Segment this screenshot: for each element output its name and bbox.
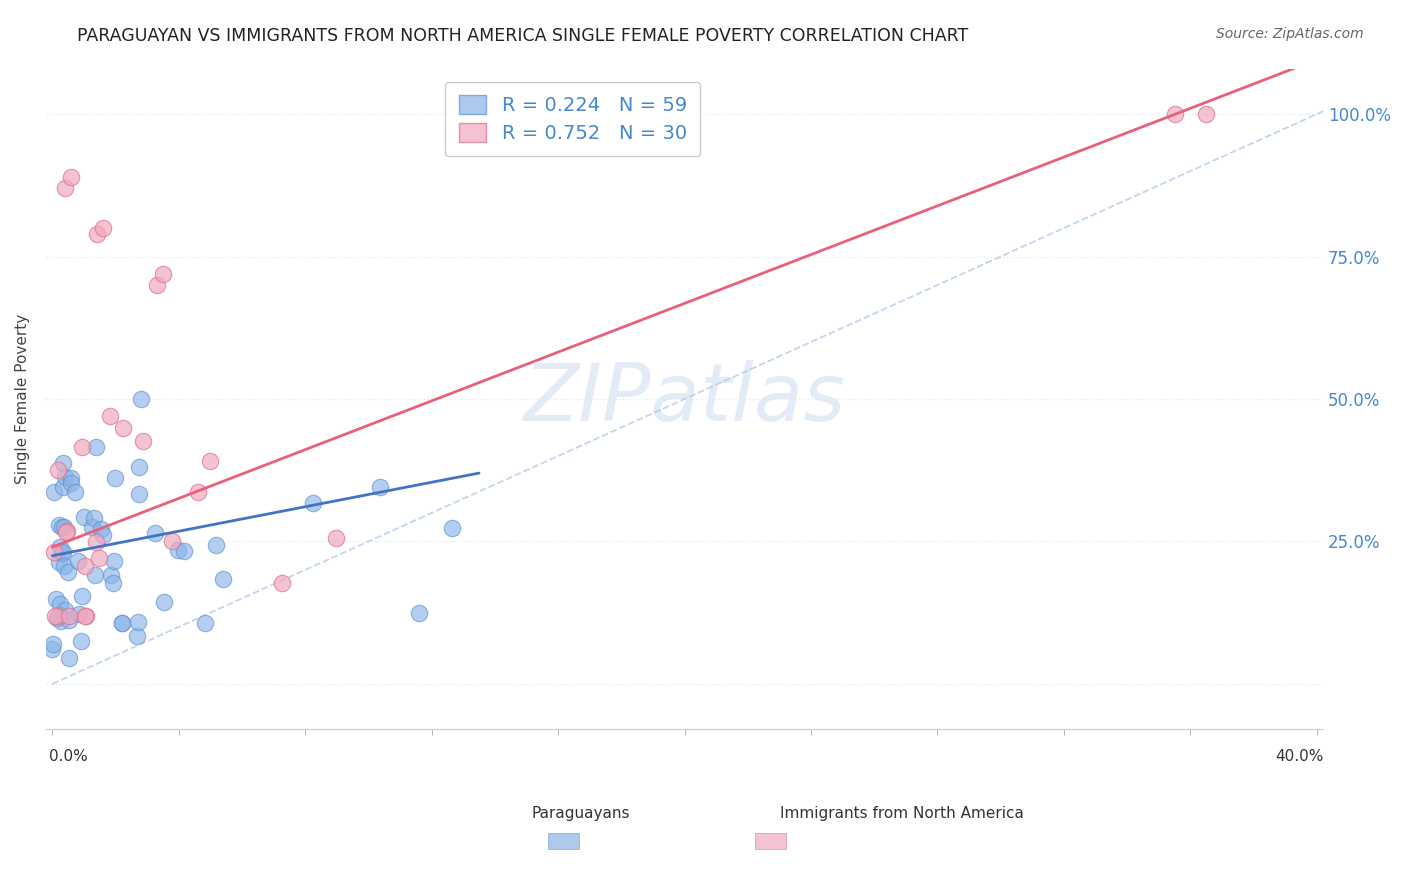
Point — [60, 476, 83, 491]
Point — [51, 520, 73, 534]
Text: 0.0%: 0.0% — [49, 749, 89, 764]
Point — [204, 538, 226, 552]
Point — [271, 575, 294, 590]
Point — [45, 611, 67, 625]
Point — [167, 543, 190, 558]
Text: PARAGUAYAN VS IMMIGRANTS FROM NORTH AMERICA SINGLE FEMALE POVERTY CORRELATION CH: PARAGUAYAN VS IMMIGRANTS FROM NORTH AMER… — [77, 27, 969, 45]
Point — [75, 608, 97, 623]
Point — [73, 510, 96, 524]
Point — [48, 555, 70, 569]
Point — [132, 434, 155, 448]
Point — [1163, 107, 1185, 121]
Point — [70, 634, 93, 648]
Point — [49, 607, 72, 622]
Point — [48, 597, 70, 611]
Point — [46, 608, 69, 623]
Point — [128, 487, 150, 501]
Point — [152, 595, 174, 609]
Point — [211, 572, 233, 586]
Point — [48, 540, 70, 554]
Point — [90, 522, 112, 536]
Point — [111, 421, 134, 435]
Point — [152, 267, 174, 281]
Point — [368, 480, 391, 494]
Point — [91, 527, 114, 541]
Point — [128, 459, 150, 474]
Point — [46, 463, 69, 477]
Point — [125, 629, 148, 643]
Point — [51, 546, 73, 560]
Point — [441, 520, 464, 534]
Point — [91, 221, 114, 235]
Point — [83, 510, 105, 524]
Point — [110, 615, 132, 630]
Point — [127, 615, 149, 629]
Point — [63, 484, 86, 499]
Point — [84, 535, 107, 549]
Point — [84, 568, 107, 582]
Point — [67, 607, 90, 621]
Point — [53, 181, 76, 195]
Point — [70, 589, 93, 603]
Point — [408, 606, 430, 620]
Point — [56, 565, 79, 579]
Point — [41, 637, 63, 651]
Point — [45, 591, 67, 606]
Point — [1195, 107, 1218, 121]
Text: ZIPatlas: ZIPatlas — [523, 360, 845, 438]
Point — [101, 575, 124, 590]
Point — [198, 454, 221, 468]
Point — [129, 392, 152, 406]
Point — [173, 544, 195, 558]
Point — [60, 169, 83, 184]
Point — [100, 568, 122, 582]
Point — [66, 554, 89, 568]
Point — [58, 650, 80, 665]
Point — [103, 554, 125, 568]
Point — [86, 227, 108, 241]
Point — [44, 608, 66, 623]
Point — [187, 485, 209, 500]
Point — [52, 456, 75, 470]
Text: 40.0%: 40.0% — [1275, 749, 1323, 764]
Text: Source: ZipAtlas.com: Source: ZipAtlas.com — [1216, 27, 1364, 41]
Point — [82, 519, 104, 533]
Point — [44, 484, 66, 499]
Point — [75, 608, 97, 623]
Point — [98, 409, 121, 423]
Point — [143, 526, 166, 541]
Point — [87, 551, 110, 566]
Point — [84, 441, 107, 455]
Point — [52, 520, 75, 534]
Point — [160, 534, 183, 549]
Legend: R = 0.224   N = 59, R = 0.752   N = 30: R = 0.224 N = 59, R = 0.752 N = 30 — [446, 81, 700, 156]
Point — [42, 545, 65, 559]
Point — [52, 545, 75, 559]
Point — [53, 470, 76, 484]
Point — [59, 471, 82, 485]
Point — [547, 107, 569, 121]
Point — [55, 525, 77, 540]
Point — [56, 524, 79, 538]
Y-axis label: Single Female Poverty: Single Female Poverty — [15, 314, 30, 484]
Text: Immigrants from North America: Immigrants from North America — [780, 805, 1024, 821]
Point — [75, 559, 97, 574]
Point — [41, 642, 63, 657]
Point — [194, 616, 217, 631]
Text: Paraguayans: Paraguayans — [531, 805, 630, 821]
Point — [104, 471, 127, 485]
Point — [145, 278, 167, 293]
Point — [111, 616, 134, 631]
Point — [52, 480, 75, 494]
Point — [70, 440, 93, 454]
Point — [53, 603, 76, 617]
Point — [325, 531, 347, 545]
Point — [52, 558, 75, 573]
Point — [58, 613, 80, 627]
Point — [58, 608, 80, 623]
Point — [302, 496, 325, 510]
Point — [49, 614, 72, 628]
Point — [48, 518, 70, 533]
